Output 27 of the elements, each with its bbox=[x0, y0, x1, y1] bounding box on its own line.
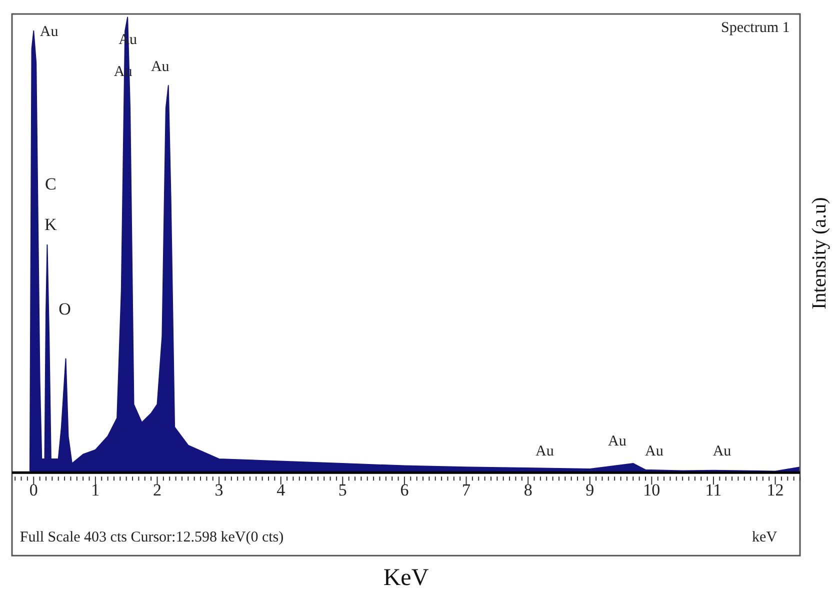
x-tick-label: 6 bbox=[400, 480, 409, 500]
x-tick-label: 8 bbox=[524, 480, 532, 500]
text: Full Scale 403 cts Cursor:12.598 keV(0 cts) bbox=[20, 530, 284, 546]
annotation: Au bbox=[645, 443, 664, 460]
annotation: Au bbox=[608, 433, 627, 450]
annotation: Au bbox=[536, 443, 554, 460]
x-tick-label: 10 bbox=[643, 480, 660, 500]
x-tick-label: 12 bbox=[766, 480, 784, 500]
text: keV bbox=[752, 530, 778, 546]
x-tick-label: 7 bbox=[462, 480, 472, 500]
x-tick-label: 4 bbox=[276, 480, 286, 500]
x-tick-label: 0 bbox=[29, 480, 38, 500]
x-tick-label: 3 bbox=[214, 480, 224, 500]
x-tick-label: 9 bbox=[586, 480, 594, 500]
x-tick-label: 1 bbox=[91, 480, 100, 500]
annotation: O bbox=[58, 300, 71, 319]
y-axis-title: Intensity (a.u) bbox=[808, 197, 830, 310]
annotation: C bbox=[44, 174, 56, 194]
x-tick-label: 11 bbox=[705, 480, 722, 500]
x-tick-label: 2 bbox=[152, 480, 162, 500]
annotation: Spectrum 1 bbox=[721, 20, 790, 36]
x-axis-title: KeV bbox=[383, 564, 430, 591]
annotation: K bbox=[44, 214, 58, 234]
x-tick-label: 5 bbox=[338, 480, 347, 500]
annotation: Au bbox=[40, 24, 59, 40]
annotation: Au bbox=[712, 443, 732, 460]
annotation: Au bbox=[150, 59, 170, 76]
